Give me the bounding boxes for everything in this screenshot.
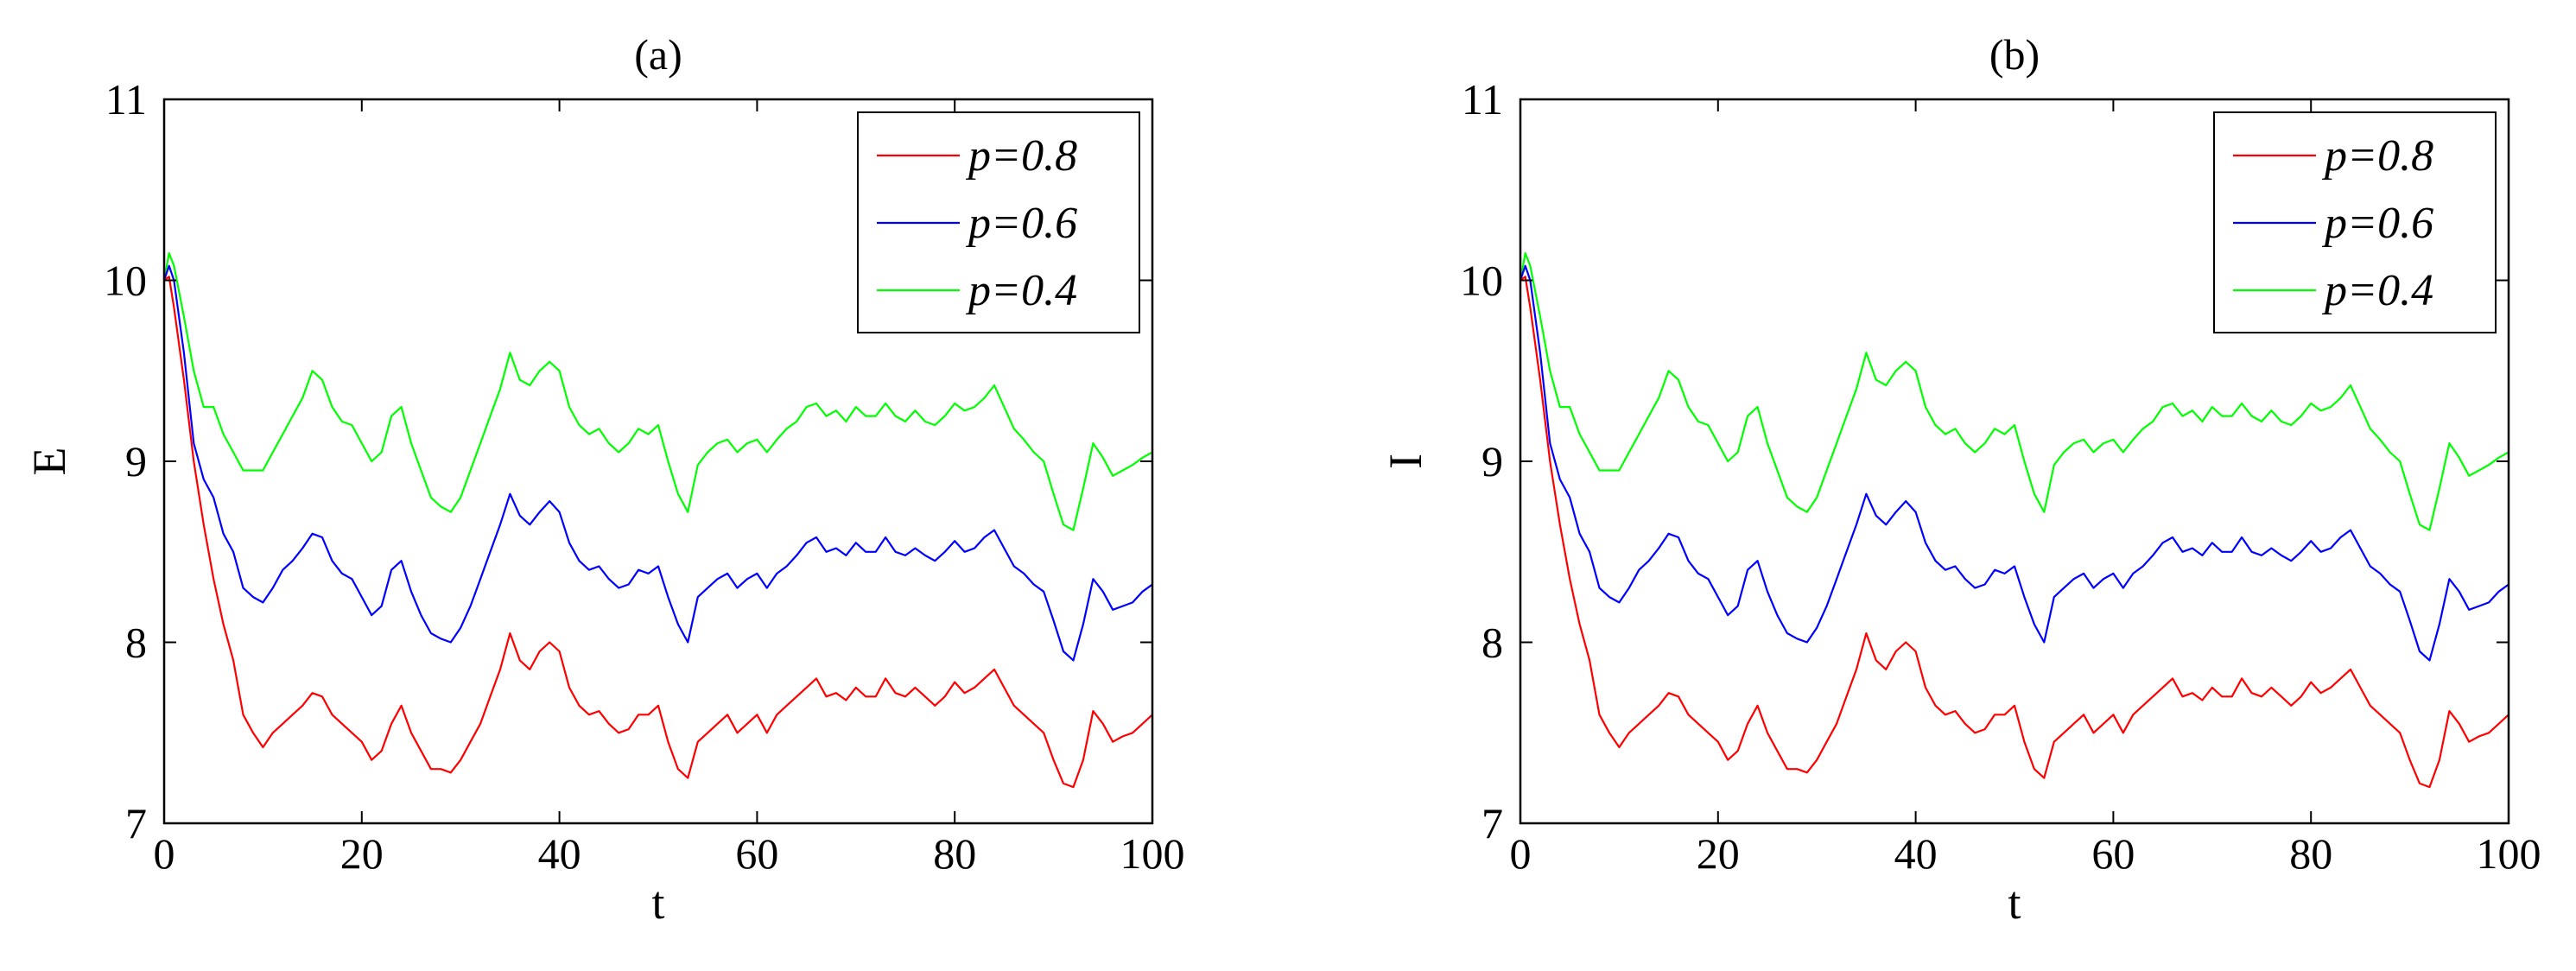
- x-axis-label: t: [2008, 877, 2021, 929]
- series-line-p-0-6: [164, 264, 1152, 662]
- x-tick-label: 60: [735, 829, 778, 878]
- x-tick-label: 60: [2091, 829, 2135, 878]
- y-tick-label: 11: [105, 75, 147, 124]
- series-line-p-0-4: [1520, 252, 2509, 531]
- legend-label: p=0.8: [2321, 131, 2433, 181]
- legend-label: p=0.4: [965, 266, 1077, 315]
- x-axis-label: t: [651, 877, 664, 929]
- y-tick-label: 8: [1482, 619, 1503, 667]
- panel-a: (a) 0 20 40 60 80 100 7 8 9 10 11 t Ep=0.8 p=0.6 p=0.4: [23, 30, 1185, 929]
- panel-b: (b) 0 20 40 60 80 100 7 8 9 10 11 t Ip=0.8 p=0.6 p=0.4: [1380, 30, 2541, 929]
- legend-label: p=0.4: [2321, 266, 2433, 315]
- y-tick-label: 9: [125, 437, 147, 486]
- series-line-p-0-8: [164, 276, 1152, 789]
- x-tick-label: 20: [340, 829, 384, 878]
- x-tick-label: 0: [1510, 829, 1532, 878]
- legend-label: p=0.6: [2321, 199, 2433, 248]
- y-tick-label: 11: [1462, 75, 1503, 124]
- x-tick-label: 20: [1697, 829, 1740, 878]
- series-line-p-0-8: [1520, 276, 2509, 789]
- y-axis-label: I: [1380, 454, 1431, 469]
- legend: p=0.8 p=0.6 p=0.4: [857, 111, 1140, 333]
- chart-title: (a): [634, 30, 682, 79]
- x-tick-label: 80: [933, 829, 976, 878]
- x-tick-label: 100: [2477, 829, 2541, 878]
- y-tick-label: 10: [1460, 257, 1503, 305]
- y-tick-label: 10: [104, 257, 147, 305]
- chart-title: (b): [1989, 30, 2040, 79]
- y-tick-label: 7: [125, 799, 147, 847]
- series-line-p-0-6: [1520, 264, 2509, 662]
- y-tick-label: 9: [1482, 437, 1503, 486]
- x-tick-label: 0: [154, 829, 175, 878]
- x-tick-label: 40: [1894, 829, 1938, 878]
- x-tick-label: 40: [538, 829, 581, 878]
- legend-label: p=0.6: [965, 199, 1077, 248]
- x-tick-label: 80: [2289, 829, 2332, 878]
- x-tick-label: 100: [1120, 829, 1185, 878]
- y-tick-label: 7: [1482, 799, 1503, 847]
- series-line-p-0-4: [164, 252, 1152, 531]
- legend-label: p=0.8: [965, 131, 1077, 181]
- legend: p=0.8 p=0.6 p=0.4: [2213, 111, 2497, 333]
- y-tick-label: 8: [125, 619, 147, 667]
- y-axis-label: E: [23, 447, 75, 476]
